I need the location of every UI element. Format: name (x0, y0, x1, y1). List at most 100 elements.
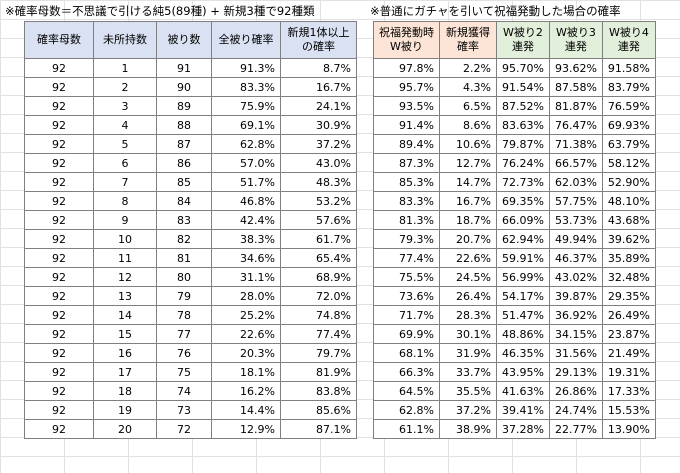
cell-new-acquire-rate[interactable]: 37.2% (439, 400, 497, 420)
cell-blessing-double-dup[interactable]: 66.3% (373, 362, 440, 382)
cell-double-dup-2x[interactable]: 76.24% (496, 153, 550, 173)
cell-double-dup-4x[interactable]: 43.68% (601, 210, 656, 230)
cell-new-acquire-rate[interactable]: 38.9% (439, 419, 497, 439)
cell-blessing-double-dup[interactable]: 87.3% (373, 153, 440, 173)
cell-all-duplicate-rate[interactable]: 42.4% (211, 210, 281, 230)
cell-double-dup-4x[interactable]: 91.58% (601, 58, 656, 78)
cell-duplicates[interactable]: 84 (156, 191, 212, 211)
cell-double-dup-2x[interactable]: 59.91% (496, 248, 550, 268)
cell-unowned[interactable]: 14 (93, 305, 157, 325)
cell-new-acquire-rate[interactable]: 12.7% (439, 153, 497, 173)
cell-new-acquire-rate[interactable]: 33.7% (439, 362, 497, 382)
cell-duplicates[interactable]: 72 (156, 419, 212, 439)
cell-blessing-double-dup[interactable]: 91.4% (373, 115, 440, 135)
cell-new-acquire-rate[interactable]: 2.2% (439, 58, 497, 78)
cell-blessing-double-dup[interactable]: 61.1% (373, 419, 440, 439)
cell-double-dup-4x[interactable]: 15.53% (601, 400, 656, 420)
cell-new-rate[interactable]: 79.7% (280, 343, 357, 363)
cell-new-rate[interactable]: 53.2% (280, 191, 357, 211)
cell-duplicates[interactable]: 73 (156, 400, 212, 420)
header-new-acquire-rate[interactable]: 新規獲得確率 (439, 21, 497, 59)
cell-blessing-double-dup[interactable]: 71.7% (373, 305, 440, 325)
cell-new-acquire-rate[interactable]: 10.6% (439, 134, 497, 154)
cell-double-dup-4x[interactable]: 35.89% (601, 248, 656, 268)
cell-population[interactable]: 92 (24, 324, 94, 344)
cell-unowned[interactable]: 6 (93, 153, 157, 173)
cell-all-duplicate-rate[interactable]: 62.8% (211, 134, 281, 154)
cell-double-dup-3x[interactable]: 57.75% (548, 191, 603, 211)
cell-unowned[interactable]: 8 (93, 191, 157, 211)
cell-all-duplicate-rate[interactable]: 34.6% (211, 248, 281, 268)
cell-all-duplicate-rate[interactable]: 75.9% (211, 96, 281, 116)
cell-new-rate[interactable]: 85.6% (280, 400, 357, 420)
cell-population[interactable]: 92 (24, 362, 94, 382)
cell-all-duplicate-rate[interactable]: 83.3% (211, 77, 281, 97)
cell-double-dup-4x[interactable]: 63.79% (601, 134, 656, 154)
cell-double-dup-3x[interactable]: 49.94% (548, 229, 603, 249)
cell-all-duplicate-rate[interactable]: 91.3% (211, 58, 281, 78)
cell-double-dup-2x[interactable]: 79.87% (496, 134, 550, 154)
cell-duplicates[interactable]: 76 (156, 343, 212, 363)
cell-double-dup-3x[interactable]: 53.73% (548, 210, 603, 230)
cell-duplicates[interactable]: 86 (156, 153, 212, 173)
cell-duplicates[interactable]: 82 (156, 229, 212, 249)
cell-unowned[interactable]: 13 (93, 286, 157, 306)
cell-double-dup-4x[interactable]: 23.87% (601, 324, 656, 344)
cell-double-dup-3x[interactable]: 62.03% (548, 172, 603, 192)
cell-double-dup-3x[interactable]: 87.58% (548, 77, 603, 97)
cell-new-acquire-rate[interactable]: 35.5% (439, 381, 497, 401)
cell-unowned[interactable]: 1 (93, 58, 157, 78)
cell-new-rate[interactable]: 87.1% (280, 419, 357, 439)
header-blessing-double-dup[interactable]: 祝福発動時W被り (373, 21, 440, 59)
cell-double-dup-3x[interactable]: 81.87% (548, 96, 603, 116)
cell-population[interactable]: 92 (24, 400, 94, 420)
cell-all-duplicate-rate[interactable]: 14.4% (211, 400, 281, 420)
cell-double-dup-2x[interactable]: 91.54% (496, 77, 550, 97)
cell-unowned[interactable]: 20 (93, 419, 157, 439)
cell-duplicates[interactable]: 91 (156, 58, 212, 78)
cell-duplicates[interactable]: 81 (156, 248, 212, 268)
cell-unowned[interactable]: 12 (93, 267, 157, 287)
cell-double-dup-3x[interactable]: 46.37% (548, 248, 603, 268)
cell-unowned[interactable]: 10 (93, 229, 157, 249)
cell-new-rate[interactable]: 65.4% (280, 248, 357, 268)
cell-duplicates[interactable]: 90 (156, 77, 212, 97)
header-double-dup-3x[interactable]: W被り3連発 (548, 21, 603, 59)
cell-duplicates[interactable]: 74 (156, 381, 212, 401)
cell-double-dup-4x[interactable]: 83.79% (601, 77, 656, 97)
header-population[interactable]: 確率母数 (24, 21, 94, 59)
cell-double-dup-3x[interactable]: 43.02% (548, 267, 603, 287)
cell-all-duplicate-rate[interactable]: 69.1% (211, 115, 281, 135)
cell-new-rate[interactable]: 57.6% (280, 210, 357, 230)
cell-population[interactable]: 92 (24, 248, 94, 268)
cell-new-acquire-rate[interactable]: 22.6% (439, 248, 497, 268)
cell-blessing-double-dup[interactable]: 89.4% (373, 134, 440, 154)
cell-all-duplicate-rate[interactable]: 46.8% (211, 191, 281, 211)
cell-new-acquire-rate[interactable]: 14.7% (439, 172, 497, 192)
cell-population[interactable]: 92 (24, 229, 94, 249)
header-new-one-or-more-rate[interactable]: 新規1体以上の確率 (280, 21, 357, 59)
cell-population[interactable]: 92 (24, 153, 94, 173)
cell-double-dup-2x[interactable]: 54.17% (496, 286, 550, 306)
cell-double-dup-4x[interactable]: 76.59% (601, 96, 656, 116)
cell-new-rate[interactable]: 61.7% (280, 229, 357, 249)
cell-double-dup-2x[interactable]: 69.35% (496, 191, 550, 211)
cell-double-dup-2x[interactable]: 95.70% (496, 58, 550, 78)
header-duplicates[interactable]: 被り数 (156, 21, 212, 59)
cell-all-duplicate-rate[interactable]: 20.3% (211, 343, 281, 363)
cell-double-dup-2x[interactable]: 39.41% (496, 400, 550, 420)
cell-blessing-double-dup[interactable]: 95.7% (373, 77, 440, 97)
cell-blessing-double-dup[interactable]: 69.9% (373, 324, 440, 344)
cell-blessing-double-dup[interactable]: 79.3% (373, 229, 440, 249)
cell-double-dup-4x[interactable]: 58.12% (601, 153, 656, 173)
cell-double-dup-4x[interactable]: 19.31% (601, 362, 656, 382)
cell-new-rate[interactable]: 24.1% (280, 96, 357, 116)
cell-double-dup-2x[interactable]: 66.09% (496, 210, 550, 230)
cell-all-duplicate-rate[interactable]: 18.1% (211, 362, 281, 382)
cell-unowned[interactable]: 16 (93, 343, 157, 363)
cell-new-acquire-rate[interactable]: 30.1% (439, 324, 497, 344)
cell-double-dup-4x[interactable]: 52.90% (601, 172, 656, 192)
cell-blessing-double-dup[interactable]: 77.4% (373, 248, 440, 268)
cell-new-rate[interactable]: 72.0% (280, 286, 357, 306)
cell-unowned[interactable]: 18 (93, 381, 157, 401)
